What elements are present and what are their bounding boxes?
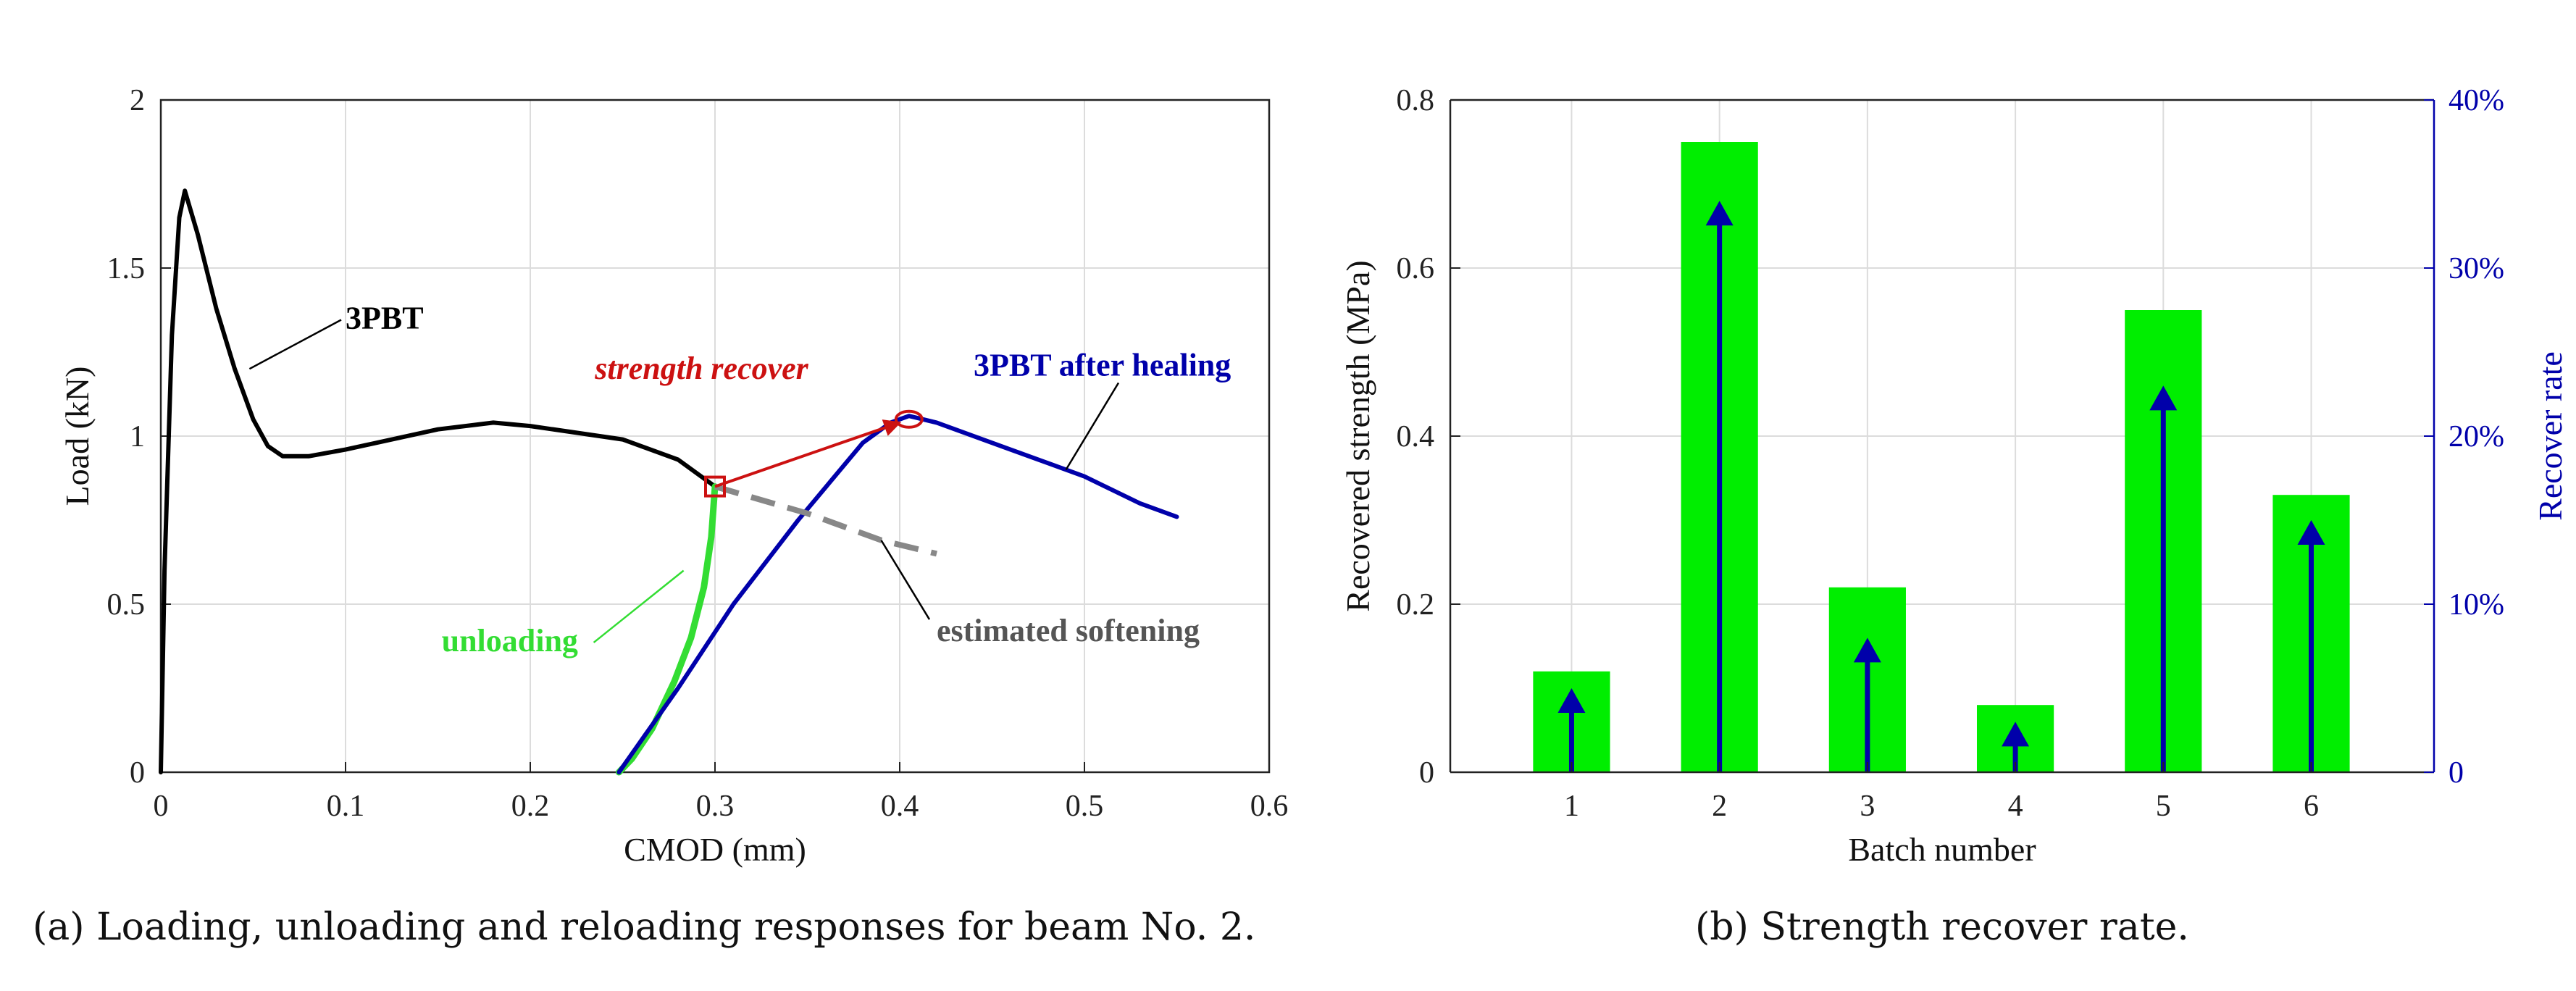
annotation-strength-recover-label: strength recover <box>594 351 808 386</box>
y-tick-label: 0.2 <box>1397 588 1435 622</box>
annotation-unloading-label: unloading <box>442 623 578 658</box>
x-tick-label: 0.4 <box>881 790 919 823</box>
y-tick-label: 0 <box>1419 756 1434 790</box>
plot-frame-a <box>159 99 1271 774</box>
rate-arrow-head <box>1853 637 1881 663</box>
y-tick-label: 1.5 <box>107 252 146 285</box>
y2-tick-label: 20% <box>2449 420 2504 453</box>
y-tick-label: 0.8 <box>1397 84 1435 117</box>
annotation-3pbt-label: 3PBT <box>346 301 424 336</box>
rate-arrow-head <box>2002 722 2030 747</box>
rate-arrow-head <box>2297 520 2325 545</box>
marker-unload-point <box>704 475 726 498</box>
annotation-strength-recover-arrow <box>714 419 902 488</box>
x-axis-label: Batch number <box>1848 831 2036 868</box>
series-unloading-line <box>615 483 719 776</box>
y2-tick-label: 0 <box>2449 756 2464 790</box>
rate-arrow-head <box>1705 201 1734 226</box>
y-tick-label: 2 <box>130 84 145 117</box>
y-tick-label: 0.4 <box>1397 420 1435 453</box>
x-tick-label: 0.6 <box>1250 790 1289 823</box>
y-axis-label: Recovered strength (MPa) <box>1339 260 1376 611</box>
y2-tick-label: 30% <box>2449 252 2504 285</box>
strength-recover-chart: 1 2 3 4 5 6 0 0.2 0.4 0.6 0.8 0 10% 20% 30% 40% Batch nu… <box>1339 84 2569 868</box>
rate-arrow-head <box>2149 385 2178 411</box>
x-tick-label: 2 <box>1712 790 1727 823</box>
x-tick-label: 0.3 <box>696 790 735 823</box>
y-tick-label: 0 <box>130 756 145 790</box>
y-tick-label: 1 <box>130 420 145 453</box>
y2-tick-label: 10% <box>2449 588 2504 622</box>
annotation-3pbt-leader <box>248 319 342 370</box>
caption-b: (b) Strength recover rate. <box>1695 906 2189 949</box>
x-tick-label: 4 <box>2008 790 2023 823</box>
series-after-healing-line <box>616 414 1179 774</box>
x-tick-label: 5 <box>2156 790 2171 823</box>
annotation-unloading-leader <box>593 569 685 643</box>
y-tick-label: 0.5 <box>107 588 146 622</box>
x-axis-label: CMOD (mm) <box>624 831 806 868</box>
annotation-after-healing-leader <box>1065 382 1120 471</box>
x-tick-label: 0 <box>154 790 169 823</box>
annotation-estimated-softening-leader <box>880 540 931 620</box>
x-tick-label: 1 <box>1564 790 1579 823</box>
x-tick-label: 3 <box>1860 790 1875 823</box>
x-tick-label: 0.2 <box>511 790 550 823</box>
caption-a: (a) Loading, unloading and reloading res… <box>33 906 1256 949</box>
annotation-after-healing-label: 3PBT after healing <box>974 347 1231 382</box>
series-estimated-softening-line <box>714 483 937 557</box>
y2-axis-label: Recover rate <box>2532 351 2569 521</box>
x-tick-label: 0.5 <box>1066 790 1104 823</box>
y-tick-label: 0.6 <box>1397 252 1435 285</box>
series-3pbt-line <box>159 188 717 774</box>
y2-tick-label: 40% <box>2449 84 2504 117</box>
marker-peak-point <box>894 409 924 429</box>
x-tick-label: 6 <box>2304 790 2319 823</box>
rate-arrow-head <box>1557 688 1586 713</box>
y-axis-label: Load (kN) <box>59 367 96 506</box>
annotation-estimated-softening-label: estimated softening <box>937 613 1200 648</box>
x-tick-label: 0.1 <box>327 790 365 823</box>
load-cmod-chart: 0 0.1 0.2 0.3 0.4 0.5 0.6 0 0.5 1 1.5 2 CMOD (mm) Loa… <box>59 84 1288 868</box>
